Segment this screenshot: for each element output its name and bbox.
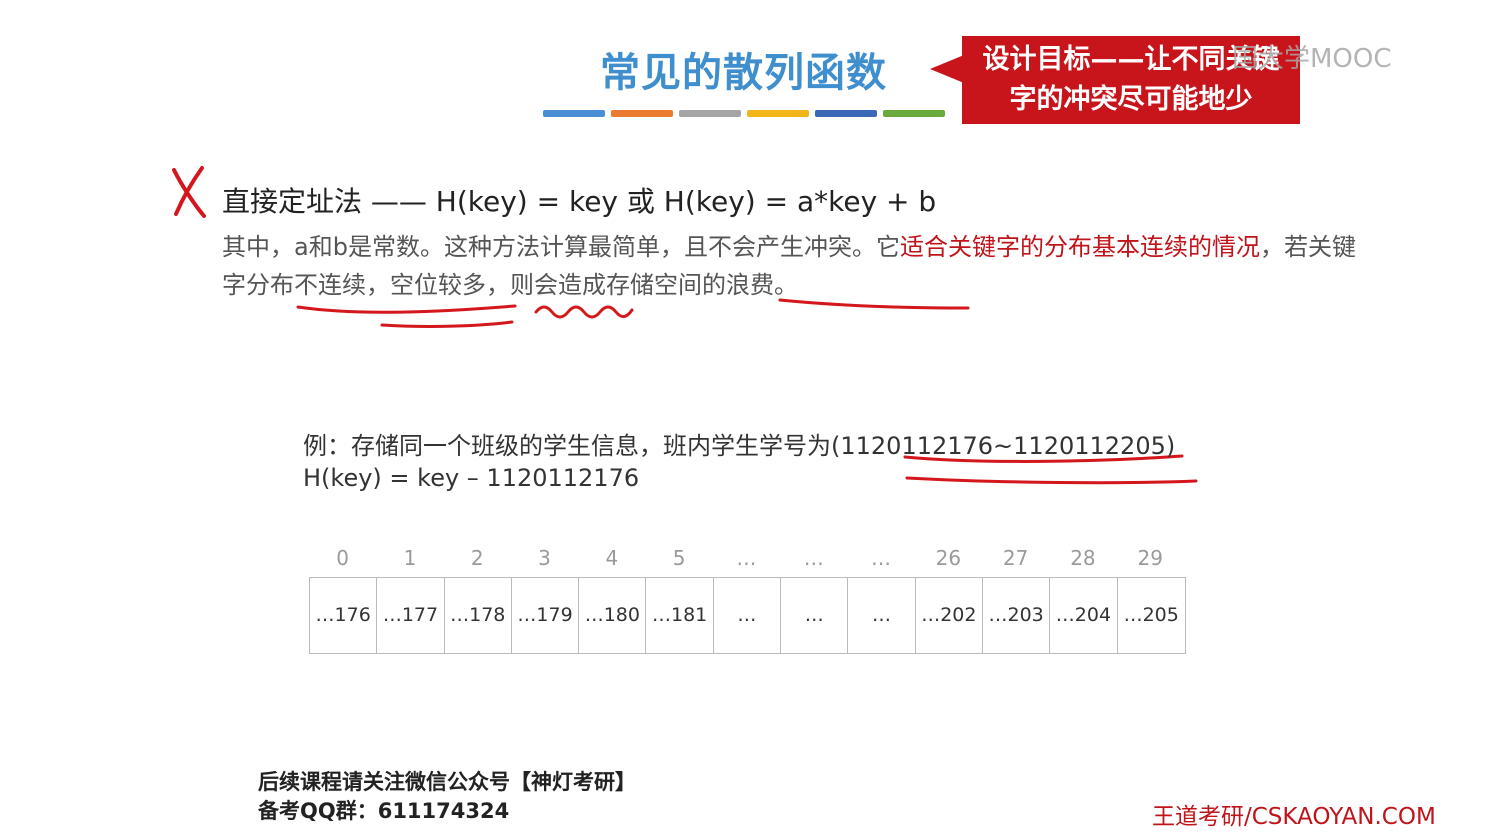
color-segment: [679, 110, 741, 117]
underline-scribble: [534, 305, 634, 319]
underline-scribble: [905, 476, 1198, 485]
table-cell: …205: [1123, 604, 1179, 626]
footer-qq-group: 备考QQ群：611174324: [258, 799, 510, 823]
index-label: 4: [605, 546, 619, 570]
hash-table-indices: 0 1 2 3 4 5 … … … 26 27 28 29: [309, 546, 1184, 570]
example-line-2: H(key) = key – 1120112176: [303, 464, 640, 492]
table-cell: …: [781, 578, 849, 653]
color-segment: [611, 110, 673, 117]
underline-scribble: [380, 320, 514, 328]
design-goal-callout: 设计目标——让不同关键 字的冲突尽可能地少: [962, 36, 1300, 124]
cross-icon: [172, 166, 206, 218]
callout-line-1: 设计目标——让不同关键: [982, 44, 1280, 75]
index-label: 3: [538, 546, 551, 570]
index-label: 2: [470, 546, 484, 570]
callout-line-2: 字的冲突尽可能地少: [1009, 84, 1253, 115]
table-cell: …180: [579, 578, 647, 653]
index-label: 5: [672, 546, 686, 570]
table-cell: …176: [310, 578, 378, 653]
desc-part-1: 其中，a和b是常数。这种方法计算最简单，且不会产生冲突。它: [222, 233, 900, 261]
index-label: 26: [935, 546, 962, 570]
color-segment: [747, 110, 809, 117]
color-segment: [815, 110, 877, 117]
desc-highlight: 适合关键字的分布基本连续的情况: [899, 233, 1260, 261]
table-cell: …: [848, 578, 916, 653]
method-title: 直接定址法 —— H(key) = key 或 H(key) = a*key +…: [222, 185, 937, 218]
table-cell: …177: [377, 578, 445, 653]
callout-arrow: [930, 55, 964, 83]
mooc-watermark: 国大学MOOC: [1232, 44, 1392, 74]
hash-table: …176 …177 …178 …179 …180 …181 … … … …202…: [309, 577, 1186, 654]
index-label: …: [736, 546, 757, 570]
index-label: 29: [1137, 546, 1163, 570]
underline-scribble: [296, 304, 517, 314]
desc-part-2: ，若关键字分布不连续，空位较多，则会造成存储空间的浪费。: [222, 233, 1356, 299]
title-color-bar: [543, 110, 945, 117]
example-line-1: 例：存储同一个班级的学生信息，班内学生学号为(1120112176~112011…: [303, 432, 1176, 460]
table-cell: …178: [445, 578, 512, 653]
underline-scribble: [903, 454, 1184, 463]
underline-scribble: [778, 298, 970, 310]
index-label: 1: [403, 546, 417, 570]
index-label: 27: [1002, 546, 1029, 570]
table-cell: …203: [983, 578, 1051, 653]
index-label: …: [871, 546, 892, 570]
color-segment: [543, 110, 605, 117]
slide-title: 常见的散列函数: [600, 50, 887, 96]
table-cell: …202: [916, 578, 983, 653]
footer-wechat-notice: 后续课程请关注微信公众号【神灯考研】: [258, 770, 636, 794]
index-label: 0: [336, 546, 350, 570]
index-label: 28: [1070, 546, 1096, 570]
site-watermark: 王道考研/CSKAOYAN.COM: [1152, 804, 1436, 830]
color-segment: [883, 110, 945, 117]
index-label: …: [803, 546, 824, 570]
table-cell: …204: [1050, 578, 1118, 653]
method-description: 其中，a和b是常数。这种方法计算最简单，且不会产生冲突。它适合关键字的分布基本连…: [222, 228, 1362, 304]
table-cell: …: [714, 578, 782, 653]
table-cell: …181: [646, 578, 714, 653]
table-cell: …179: [512, 578, 580, 653]
